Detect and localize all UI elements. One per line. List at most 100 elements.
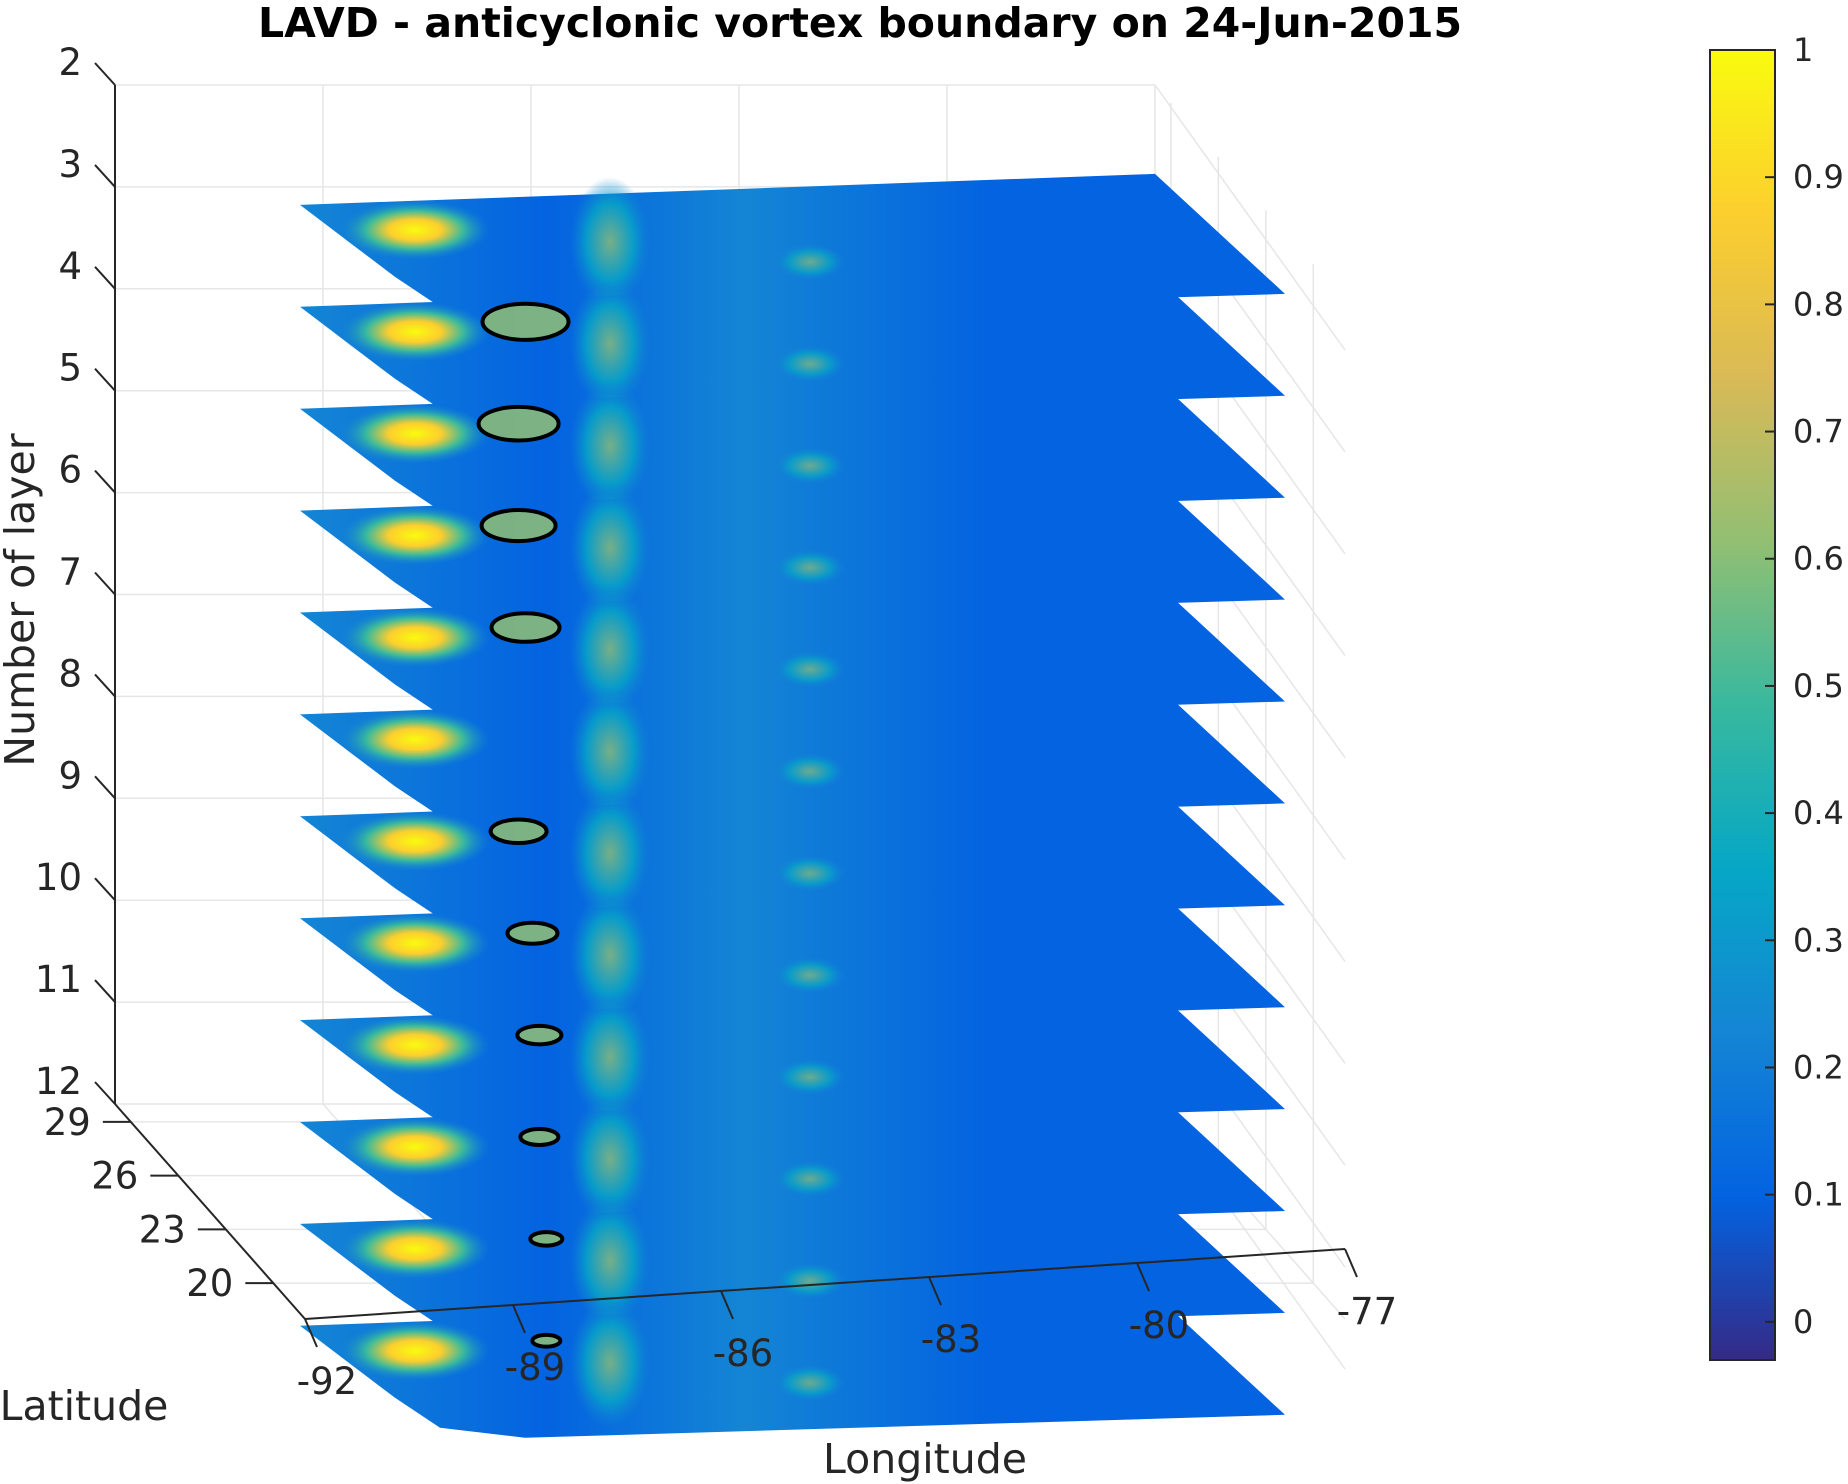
y-tick-label: 23 bbox=[139, 1208, 186, 1251]
x-tick bbox=[1344, 1248, 1358, 1278]
hotspot-west bbox=[340, 199, 490, 260]
minor-eddy bbox=[775, 447, 845, 484]
hotspot-west bbox=[340, 913, 490, 974]
hotspot-west bbox=[340, 709, 490, 770]
vortex-core bbox=[490, 819, 547, 844]
minor-eddy bbox=[775, 1364, 845, 1401]
z-tick-label: 7 bbox=[58, 551, 82, 594]
vortex-boundary bbox=[479, 508, 558, 544]
vortex-core bbox=[491, 613, 560, 642]
current-streak bbox=[570, 482, 650, 613]
z-tick-label: 2 bbox=[58, 41, 82, 84]
minor-eddy bbox=[775, 345, 845, 382]
vortex-boundary bbox=[528, 1230, 565, 1248]
z-tick bbox=[94, 775, 116, 799]
z-tick bbox=[94, 164, 116, 188]
colorbar-tick-label: 0.7 bbox=[1793, 413, 1844, 451]
hotspot-west bbox=[340, 301, 490, 362]
minor-eddy bbox=[775, 1161, 845, 1197]
hotspot-west bbox=[340, 1015, 490, 1076]
z-tick-label: 3 bbox=[58, 143, 82, 186]
colorbar-tick-label: 1 bbox=[1793, 31, 1813, 69]
x-tick-label: -86 bbox=[713, 1332, 773, 1375]
colorbar: 0 0.1 0.2 0.3 0.4 0.5 0.6 0.7 0.8 0.9 1 bbox=[1709, 31, 1844, 1361]
hotspot-west bbox=[340, 811, 490, 872]
current-streak bbox=[570, 1297, 650, 1428]
x-tick-label: -92 bbox=[297, 1360, 357, 1403]
colorbar-tick-label: 0.3 bbox=[1793, 921, 1844, 959]
z-tick-label: 11 bbox=[35, 958, 82, 1001]
colorbar-tick-label: 0.2 bbox=[1793, 1048, 1844, 1086]
hotspot-west bbox=[340, 1117, 490, 1177]
minor-eddy bbox=[775, 1262, 845, 1299]
y-tick-label: 29 bbox=[44, 1101, 91, 1144]
x-axis-label: Longitude bbox=[823, 1435, 1027, 1483]
vortex-core bbox=[482, 303, 569, 340]
hotspot-west bbox=[340, 1320, 490, 1381]
current-streak bbox=[570, 992, 650, 1123]
minor-eddy bbox=[775, 855, 845, 892]
z-tick bbox=[94, 1081, 116, 1105]
z-tick bbox=[94, 266, 116, 290]
colorbar-tick-label: 0.6 bbox=[1793, 540, 1844, 578]
vortex-boundary bbox=[530, 1332, 563, 1349]
x-tick bbox=[1136, 1262, 1150, 1292]
current-streak bbox=[570, 890, 650, 1021]
x-axis-line bbox=[304, 1248, 1346, 1320]
hotspot-west bbox=[340, 403, 490, 464]
hotspot-west bbox=[340, 1218, 490, 1279]
minor-eddy bbox=[775, 957, 845, 994]
vortex-core bbox=[517, 1025, 562, 1045]
z-tick-label: 12 bbox=[35, 1060, 82, 1103]
minor-eddy bbox=[775, 651, 845, 688]
current-streak bbox=[570, 788, 650, 919]
current-streak bbox=[570, 176, 650, 307]
vortex-boundary bbox=[505, 920, 560, 946]
z-axis-label: Number of layer bbox=[0, 433, 44, 766]
minor-eddy bbox=[775, 243, 845, 280]
colorbar-tick-label: 0.4 bbox=[1793, 794, 1844, 832]
layer-slice bbox=[300, 1294, 1285, 1438]
z-tick-label: 4 bbox=[58, 245, 82, 288]
minor-eddy bbox=[775, 753, 845, 790]
vortex-boundary bbox=[518, 1127, 561, 1147]
y-axis-label: Latitude bbox=[0, 1382, 168, 1430]
vortex-boundary bbox=[488, 817, 549, 846]
y-tick-label: 26 bbox=[91, 1155, 138, 1198]
vortex-core bbox=[520, 1129, 559, 1145]
current-streak bbox=[570, 278, 650, 409]
minor-eddy bbox=[775, 549, 845, 586]
x-tick-label: -77 bbox=[1337, 1290, 1397, 1333]
x-tick-label: -89 bbox=[505, 1346, 565, 1389]
z-tick bbox=[94, 571, 116, 596]
layer-surface bbox=[300, 1294, 1285, 1438]
x-tick bbox=[304, 1318, 318, 1348]
colorbar-bar bbox=[1709, 49, 1776, 1361]
vortex-core bbox=[481, 510, 556, 542]
vortex-core bbox=[530, 1232, 563, 1246]
y-tick-label: 20 bbox=[186, 1262, 233, 1305]
chart-title: LAVD - anticyclonic vortex boundary on 2… bbox=[258, 0, 1462, 47]
layer-slices bbox=[300, 173, 1285, 1438]
current-streak bbox=[570, 584, 650, 715]
vortex-boundary bbox=[480, 301, 571, 342]
z-tick bbox=[94, 877, 116, 901]
x-tick bbox=[720, 1290, 734, 1320]
x-tick-label: -80 bbox=[1129, 1304, 1189, 1347]
x-tick bbox=[928, 1276, 942, 1306]
z-tick bbox=[94, 469, 116, 494]
colorbar-tick-label: 0.1 bbox=[1793, 1176, 1844, 1214]
vortex-boundary bbox=[476, 404, 561, 443]
z-tick-label: 8 bbox=[58, 652, 82, 695]
z-tick bbox=[94, 62, 116, 86]
vortex-core bbox=[532, 1334, 561, 1347]
colorbar-tick-label: 0.8 bbox=[1793, 285, 1844, 323]
hotspot-west bbox=[340, 505, 490, 566]
z-tick bbox=[94, 673, 116, 698]
z-tick-label: 5 bbox=[58, 347, 82, 390]
current-streak bbox=[570, 1094, 650, 1224]
colorbar-tick-label: 0.9 bbox=[1793, 158, 1844, 196]
colorbar-tick-label: 0 bbox=[1793, 1303, 1813, 1341]
